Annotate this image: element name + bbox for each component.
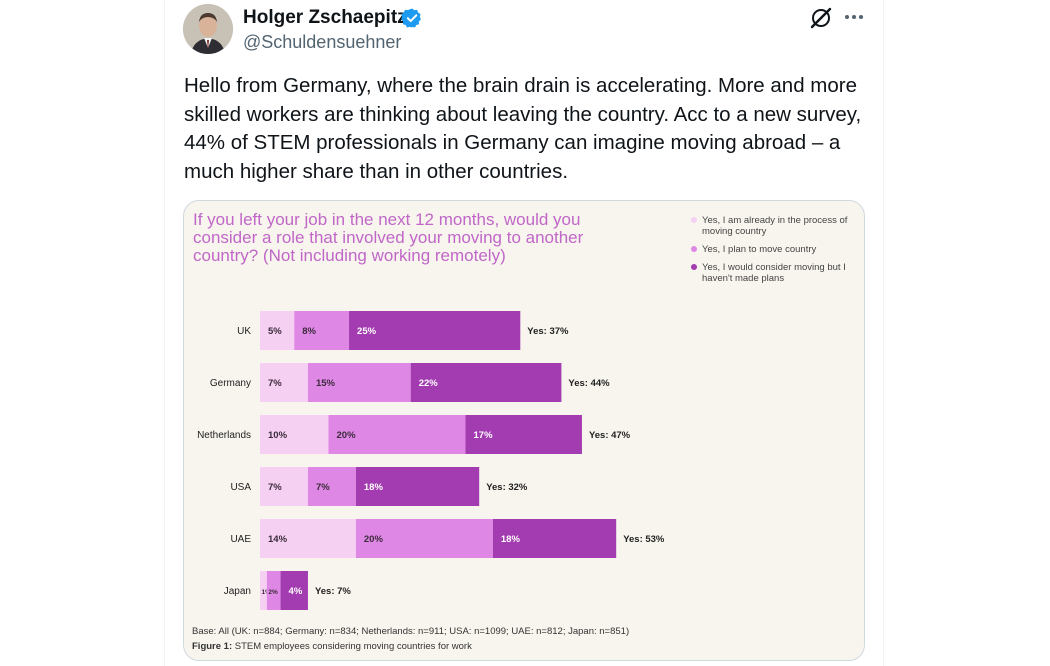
data-label-usa-3: 18% [364, 482, 384, 493]
bar-segment-uae-1 [260, 519, 356, 558]
stacked-bar-chart: UK 5% 8% 25% Yes: 37% Germany 7% 15% 22% Yes: 44%… [197, 311, 665, 610]
chart-title: If you left your job in the next 12 mont… [193, 210, 584, 265]
chart-legend: Yes, I am already in the process of movi… [689, 215, 859, 291]
data-label-japan-1: 1% [262, 589, 272, 596]
bar-segment-uk-1 [260, 311, 295, 350]
bar-segment-japan-3 [280, 571, 308, 610]
data-label-usa-2: 7% [316, 482, 330, 493]
bar-segment-uae-3 [492, 519, 617, 558]
bar-segment-uk-3 [349, 311, 521, 350]
category-label-usa: USA [230, 482, 251, 493]
total-label-uk: Yes: 37% [527, 326, 569, 337]
category-label-uk: UK [237, 326, 251, 337]
data-label-uk-2: 8% [302, 326, 316, 337]
data-label-japan-3: 4% [289, 586, 303, 597]
bar-segment-usa-2 [307, 467, 356, 506]
bar-segment-uk-2 [294, 311, 350, 350]
author-handle[interactable]: @Schuldensuehner [243, 32, 402, 52]
legend-swatch-dark [691, 264, 697, 270]
bar-segment-germany-2 [307, 363, 411, 402]
bar-segment-netherlands-3 [465, 415, 582, 454]
legend-label: Yes, I am already in the process of movi… [702, 215, 848, 237]
data-label-germany-1: 7% [268, 378, 282, 389]
bar-segment-japan-2 [266, 571, 281, 610]
tweet-text: Hello from Germany, where the brain drai… [184, 74, 862, 183]
category-label-netherlands: Netherlands [197, 430, 251, 441]
data-label-usa-1: 7% [268, 482, 282, 493]
bar-segment-japan-1 [260, 571, 267, 610]
data-label-uae-1: 14% [268, 534, 288, 545]
bar-segment-germany-1 [260, 363, 308, 402]
avatar[interactable] [183, 4, 233, 54]
data-label-netherlands-2: 20% [337, 430, 357, 441]
category-label-germany: Germany [210, 378, 251, 389]
bar-segment-germany-3 [410, 363, 562, 402]
legend-item-plan-to-move: Yes, I plan to move country [689, 244, 859, 255]
bar-segment-usa-3 [355, 467, 480, 506]
data-label-germany-3: 22% [419, 378, 439, 389]
total-label-germany: Yes: 44% [568, 378, 610, 389]
data-label-uk-1: 5% [268, 326, 282, 337]
data-label-uk-3: 25% [357, 326, 377, 337]
avatar-portrait [183, 4, 233, 54]
data-label-netherlands-3: 17% [474, 430, 494, 441]
timeline-column-border-left [164, 0, 165, 666]
grok-icon[interactable] [808, 5, 834, 31]
legend-item-already-moving: Yes, I am already in the process of movi… [689, 215, 859, 237]
data-label-uae-2: 20% [364, 534, 384, 545]
bar-segment-usa-1 [260, 467, 308, 506]
legend-swatch-light [691, 217, 697, 223]
category-label-uae: UAE [230, 534, 251, 545]
legend-label: Yes, I would consider moving but I haven… [702, 262, 846, 284]
category-label-japan: Japan [224, 586, 251, 597]
total-label-netherlands: Yes: 47% [589, 430, 631, 441]
data-label-japan-2: 2% [268, 589, 278, 596]
total-label-japan: Yes: 7% [315, 586, 351, 597]
figure-caption-text: STEM employees considering moving countr… [234, 641, 472, 652]
figure-label: Figure 1: [192, 641, 233, 652]
legend-swatch-medium [691, 246, 697, 252]
more-options-icon[interactable] [840, 3, 868, 31]
author-name[interactable]: Holger Zschaepitz [243, 7, 407, 28]
bar-segment-netherlands-1 [260, 415, 329, 454]
tweet-media-chart-image[interactable]: If you left your job in the next 12 mont… [183, 200, 865, 661]
verified-badge-icon [401, 8, 421, 28]
total-label-uae: Yes: 53% [623, 534, 665, 545]
data-label-germany-2: 15% [316, 378, 336, 389]
data-label-netherlands-1: 10% [268, 430, 288, 441]
legend-item-would-consider: Yes, I would consider moving but I haven… [689, 262, 859, 284]
total-label-usa: Yes: 32% [486, 482, 528, 493]
bar-segment-netherlands-2 [328, 415, 466, 454]
data-label-uae-3: 18% [501, 534, 521, 545]
bar-segment-uae-2 [355, 519, 493, 558]
figure-caption: Figure 1: STEM employees considering mov… [192, 641, 472, 652]
timeline-column-border-right [883, 0, 884, 666]
chart-base-note: Base: All (UK: n=884; Germany: n=834; Ne… [192, 626, 630, 637]
legend-label: Yes, I plan to move country [702, 244, 817, 255]
